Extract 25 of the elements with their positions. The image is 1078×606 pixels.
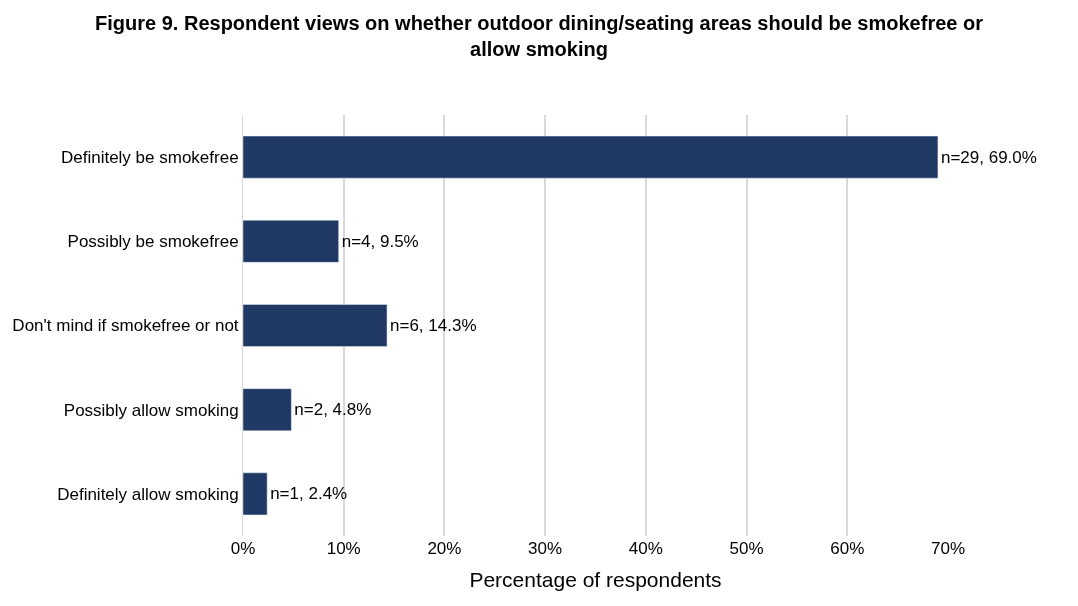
x-tick-label: 10% — [326, 539, 361, 558]
y-tick-label: Definitely allow smoking — [57, 484, 239, 504]
chart-title: Figure 9. Respondent views on whether outdoor dining/seating areas should be smokefree or allow smoking — [95, 12, 984, 61]
x-tick-label: 0% — [230, 539, 256, 558]
y-tick-label: Definitely be smokefree — [60, 148, 239, 168]
data-label: n=2, 4.8% — [294, 400, 372, 420]
bar — [243, 220, 339, 263]
data-label: n=4, 9.5% — [341, 231, 419, 251]
x-tick-label: 30% — [528, 539, 563, 558]
data-label: n=1, 2.4% — [270, 484, 348, 504]
y-tick-label: Possibly allow smoking — [63, 400, 239, 420]
x-tick-label: 40% — [628, 539, 663, 558]
x-tick-label: 70% — [930, 539, 966, 558]
data-label: n=6, 14.3% — [390, 316, 477, 335]
x-tick-label: 20% — [427, 539, 462, 558]
data-label: n=29, 69.0% — [940, 147, 1037, 167]
y-tick-label: Possibly be smokefree — [67, 232, 239, 252]
y-tick-label: Don't mind if smokefree or not — [12, 316, 239, 336]
x-tick-label: 60% — [830, 539, 865, 558]
bar — [243, 472, 268, 516]
bar — [243, 304, 388, 347]
bar — [243, 135, 939, 179]
bar — [243, 388, 292, 431]
x-tick-label: 50% — [729, 539, 764, 558]
x-axis-title: Percentage of respondents — [469, 568, 722, 592]
